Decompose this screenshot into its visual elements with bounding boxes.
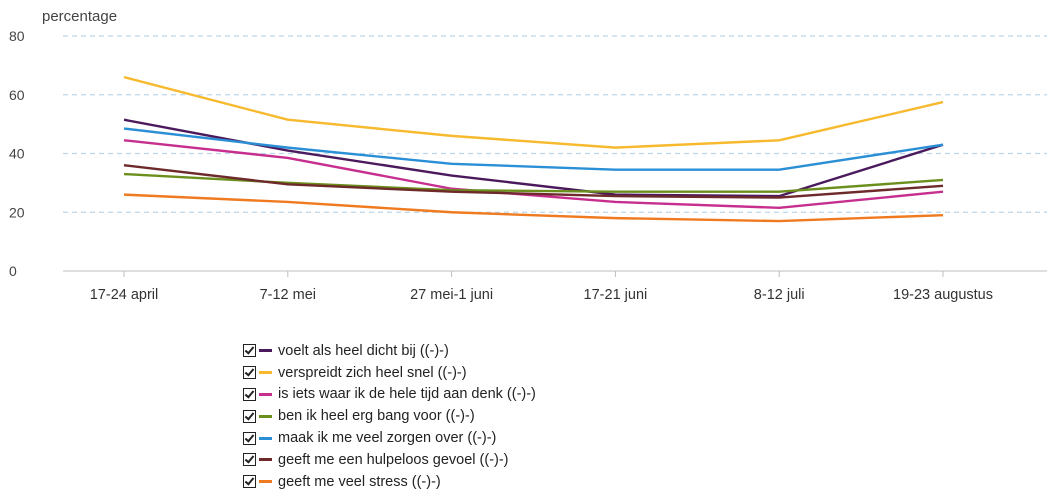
x-tick-label: 17-24 april: [90, 287, 159, 303]
x-tick-label: 7-12 mei: [260, 287, 316, 303]
legend-swatch: [259, 392, 272, 396]
axes: 0 20 40 60 80 17-24 april 7-12 mei 27 mei-1 jun…: [9, 28, 1047, 303]
legend-checkbox[interactable]: [243, 475, 256, 489]
series-line: [123, 75, 944, 149]
legend-checkbox[interactable]: [243, 366, 256, 380]
legend-swatch: [259, 414, 272, 418]
chart-legend: voelt als heel dicht bij ((-)-) verspreid…: [243, 340, 536, 493]
y-axis-label: percentage: [42, 8, 117, 25]
x-tick-label: 8-12 juli: [754, 287, 805, 303]
legend-swatch: [259, 436, 272, 440]
line-chart: 0 20 40 60 80 17-24 april 7-12 mei 27 mei-1 jun…: [9, 8, 1047, 303]
legend-checkbox[interactable]: [243, 387, 256, 401]
gridlines: [63, 35, 1047, 213]
x-tick-label: 17-21 juni: [584, 287, 648, 303]
legend-label: verspreidt zich heel snel ((-)-): [278, 364, 467, 381]
legend-label: ben ik heel erg bang voor ((-)-): [278, 408, 475, 425]
legend-swatch: [259, 458, 272, 462]
y-tick-label: 40: [9, 146, 25, 162]
legend-swatch: [259, 349, 272, 353]
legend-checkbox[interactable]: [243, 344, 256, 358]
x-tick-label: 19-23 augustus: [893, 287, 993, 303]
series-lines: [123, 75, 944, 223]
series-line: [123, 193, 944, 223]
legend-label: geeft me veel stress ((-)-): [278, 473, 441, 490]
series-line: [123, 139, 944, 210]
legend-label: voelt als heel dicht bij ((-)-): [278, 342, 449, 359]
legend-item[interactable]: maak ik me veel zorgen over ((-)-): [243, 427, 536, 449]
legend-item[interactable]: voelt als heel dicht bij ((-)-): [243, 340, 536, 362]
legend-checkbox[interactable]: [243, 453, 256, 467]
y-tick-label: 60: [9, 87, 25, 103]
legend-checkbox[interactable]: [243, 409, 256, 423]
y-tick-label: 20: [9, 204, 25, 220]
legend-item[interactable]: geeft me veel stress ((-)-): [243, 471, 536, 493]
legend-label: maak ik me veel zorgen over ((-)-): [278, 430, 497, 447]
series-line: [123, 127, 944, 171]
legend-label: geeft me een hulpeloos gevoel ((-)-): [278, 451, 509, 468]
y-tick-label: 0: [9, 263, 17, 279]
legend-label: is iets waar ik de hele tijd aan denk ((…: [278, 386, 536, 403]
y-tick-label: 80: [9, 28, 25, 44]
legend-item[interactable]: geeft me een hulpeloos gevoel ((-)-): [243, 449, 536, 471]
legend-checkbox[interactable]: [243, 431, 256, 445]
legend-item[interactable]: verspreidt zich heel snel ((-)-): [243, 362, 536, 384]
legend-swatch: [259, 371, 272, 375]
series-line: [123, 164, 944, 199]
legend-swatch: [259, 480, 272, 484]
legend-item[interactable]: is iets waar ik de hele tijd aan denk ((…: [243, 384, 536, 406]
x-tick-label: 27 mei-1 juni: [410, 287, 493, 303]
legend-item[interactable]: ben ik heel erg bang voor ((-)-): [243, 405, 536, 427]
